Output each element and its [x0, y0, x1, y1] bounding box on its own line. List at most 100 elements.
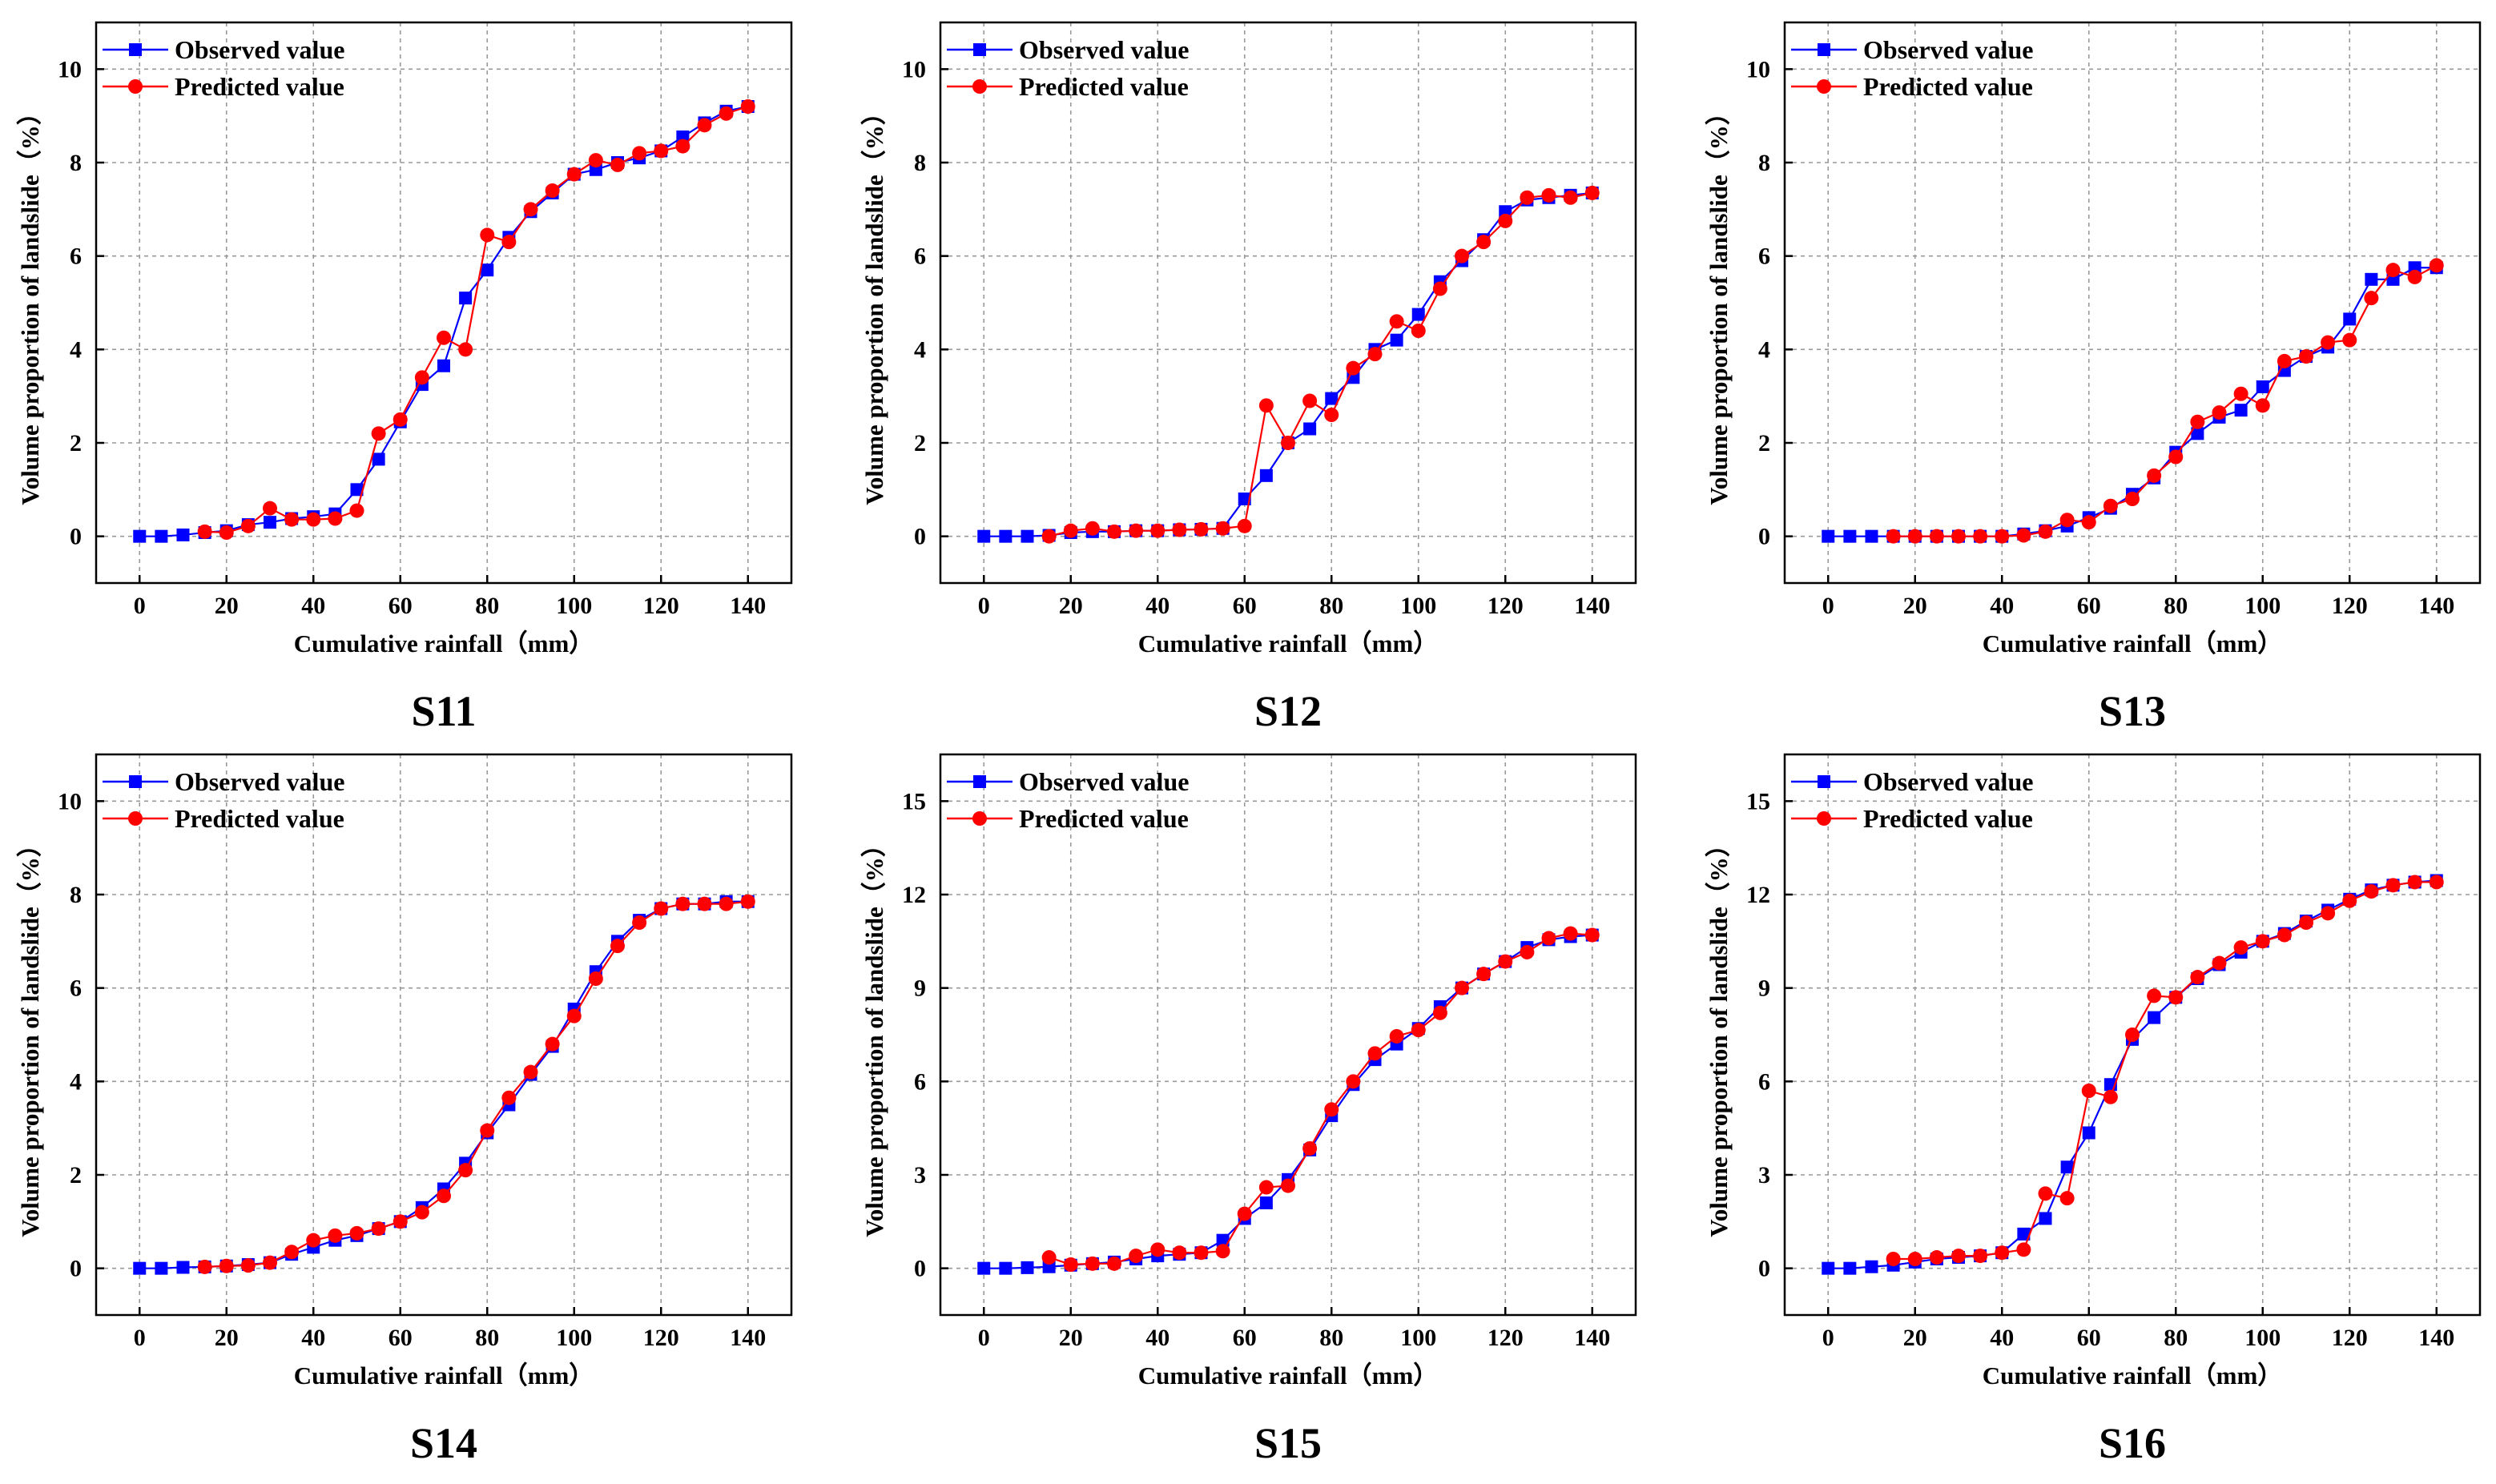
predicted-point [2233, 386, 2248, 401]
observed-point [2148, 1011, 2161, 1024]
predicted-point [1886, 1252, 1901, 1266]
predicted-point [2059, 513, 2075, 528]
predicted-point [1129, 1249, 1144, 1264]
predicted-point [2016, 1242, 2031, 1257]
x-tick-label: 80 [1319, 593, 1343, 619]
y-tick-label: 3 [914, 1162, 926, 1188]
predicted-point [2364, 884, 2379, 899]
predicted-point [393, 412, 408, 427]
predicted-point [1258, 1180, 1274, 1195]
x-tick-label: 40 [1145, 1325, 1169, 1351]
predicted-point [1432, 1005, 1447, 1020]
predicted-point [1172, 1245, 1187, 1261]
predicted-point [2059, 1191, 2075, 1206]
legend-label: Predicted value [1019, 72, 1189, 101]
y-tick-label: 4 [1758, 336, 1770, 363]
predicted-point [263, 1255, 277, 1270]
legend: Observed value Predicted value [1791, 767, 2033, 833]
predicted-point [458, 342, 473, 357]
observed-point [1822, 529, 1835, 543]
predicted-point [2016, 528, 2031, 543]
chart-panel-s15: 0 20 40 60 80 100 120 140 0 3 6 9 12 15 Cumulative rai… [860, 753, 1637, 1467]
predicted-point [523, 1064, 538, 1080]
observed-point [264, 516, 276, 529]
predicted-point [2125, 492, 2140, 506]
series-line [1049, 191, 1592, 537]
predicted-point [1907, 529, 1922, 544]
predicted-point [349, 503, 364, 518]
x-tick-label: 100 [1400, 593, 1436, 619]
x-tick-label: 140 [1574, 593, 1610, 619]
observed-point [1822, 1261, 1835, 1275]
y-axis-title: Volume proportion of landslide（%） [1705, 832, 1733, 1237]
legend-label: Predicted value [1019, 804, 1189, 833]
predicted-point [1498, 954, 1513, 969]
chart-panel-s14: 0 20 40 60 80 100 120 140 0 2 4 6 8 10 Cumulative rain… [16, 753, 793, 1467]
predicted-point [2385, 878, 2401, 893]
legend: Observed value Predicted value [947, 767, 1189, 833]
observed-point [977, 529, 991, 543]
observed-point [155, 529, 168, 543]
observed-point [1259, 1196, 1273, 1209]
predicted-point [1129, 523, 1144, 538]
x-tick-label: 40 [1990, 1325, 2014, 1351]
legend-square-marker [973, 775, 986, 788]
observed-point [437, 359, 450, 372]
series-line [984, 934, 1592, 1269]
predicted-point [480, 1123, 495, 1138]
predicted-point [1907, 1252, 1922, 1266]
predicted-point [1194, 521, 1209, 537]
predicted-point [1951, 1249, 1966, 1264]
plot-frame [95, 753, 793, 1317]
predicted-point [219, 1258, 234, 1273]
predicted-point [1107, 1256, 1121, 1271]
plot-frame [1783, 753, 2482, 1317]
predicted-point [2385, 263, 2401, 278]
y-tick-label: 12 [1746, 882, 1770, 908]
observed-point [1021, 529, 1034, 543]
predicted-point [1281, 1178, 1295, 1193]
predicted-point [1951, 529, 1966, 544]
x-tick-label: 0 [134, 593, 146, 619]
predicted-point [2190, 414, 2205, 429]
series-predicted [1041, 185, 1600, 544]
observed-point [133, 1261, 147, 1275]
predicted-point [1389, 314, 1404, 329]
x-tick-label: 0 [978, 593, 990, 619]
observed-point [1303, 422, 1317, 436]
predicted-point [1973, 529, 1988, 544]
predicted-point [566, 167, 582, 182]
observed-point [2365, 272, 2378, 286]
predicted-point [610, 157, 625, 172]
x-tick-label: 120 [643, 593, 679, 619]
predicted-point [1302, 1140, 1318, 1156]
x-tick-label: 80 [1319, 1325, 1343, 1351]
x-tick-label: 80 [2164, 1325, 2188, 1351]
y-tick-label: 8 [70, 882, 82, 908]
predicted-point [2429, 258, 2444, 273]
x-tick-label: 20 [1059, 1325, 1083, 1351]
legend-label: Predicted value [175, 804, 344, 833]
x-tick-label: 140 [1574, 1325, 1610, 1351]
predicted-point [2277, 353, 2292, 368]
x-tick-label: 60 [2077, 593, 2101, 619]
legend-square-marker [973, 43, 986, 56]
predicted-point [1237, 518, 1252, 533]
observed-point [1865, 1260, 1878, 1273]
legend-label: Observed value [1863, 35, 2033, 64]
y-tick-label: 4 [70, 1068, 82, 1095]
predicted-point [1498, 213, 1513, 228]
predicted-point [306, 512, 321, 527]
observed-point [1259, 469, 1273, 482]
y-tick-label: 0 [914, 1256, 926, 1282]
panel-label: S12 [1254, 687, 1322, 735]
predicted-point [588, 971, 603, 986]
y-tick-label: 10 [58, 56, 82, 82]
x-tick-label: 0 [134, 1325, 146, 1351]
predicted-point [2321, 906, 2336, 921]
predicted-point [2103, 498, 2118, 513]
predicted-point [284, 512, 300, 527]
y-tick-label: 6 [1758, 243, 1770, 270]
predicted-point [2299, 915, 2313, 930]
